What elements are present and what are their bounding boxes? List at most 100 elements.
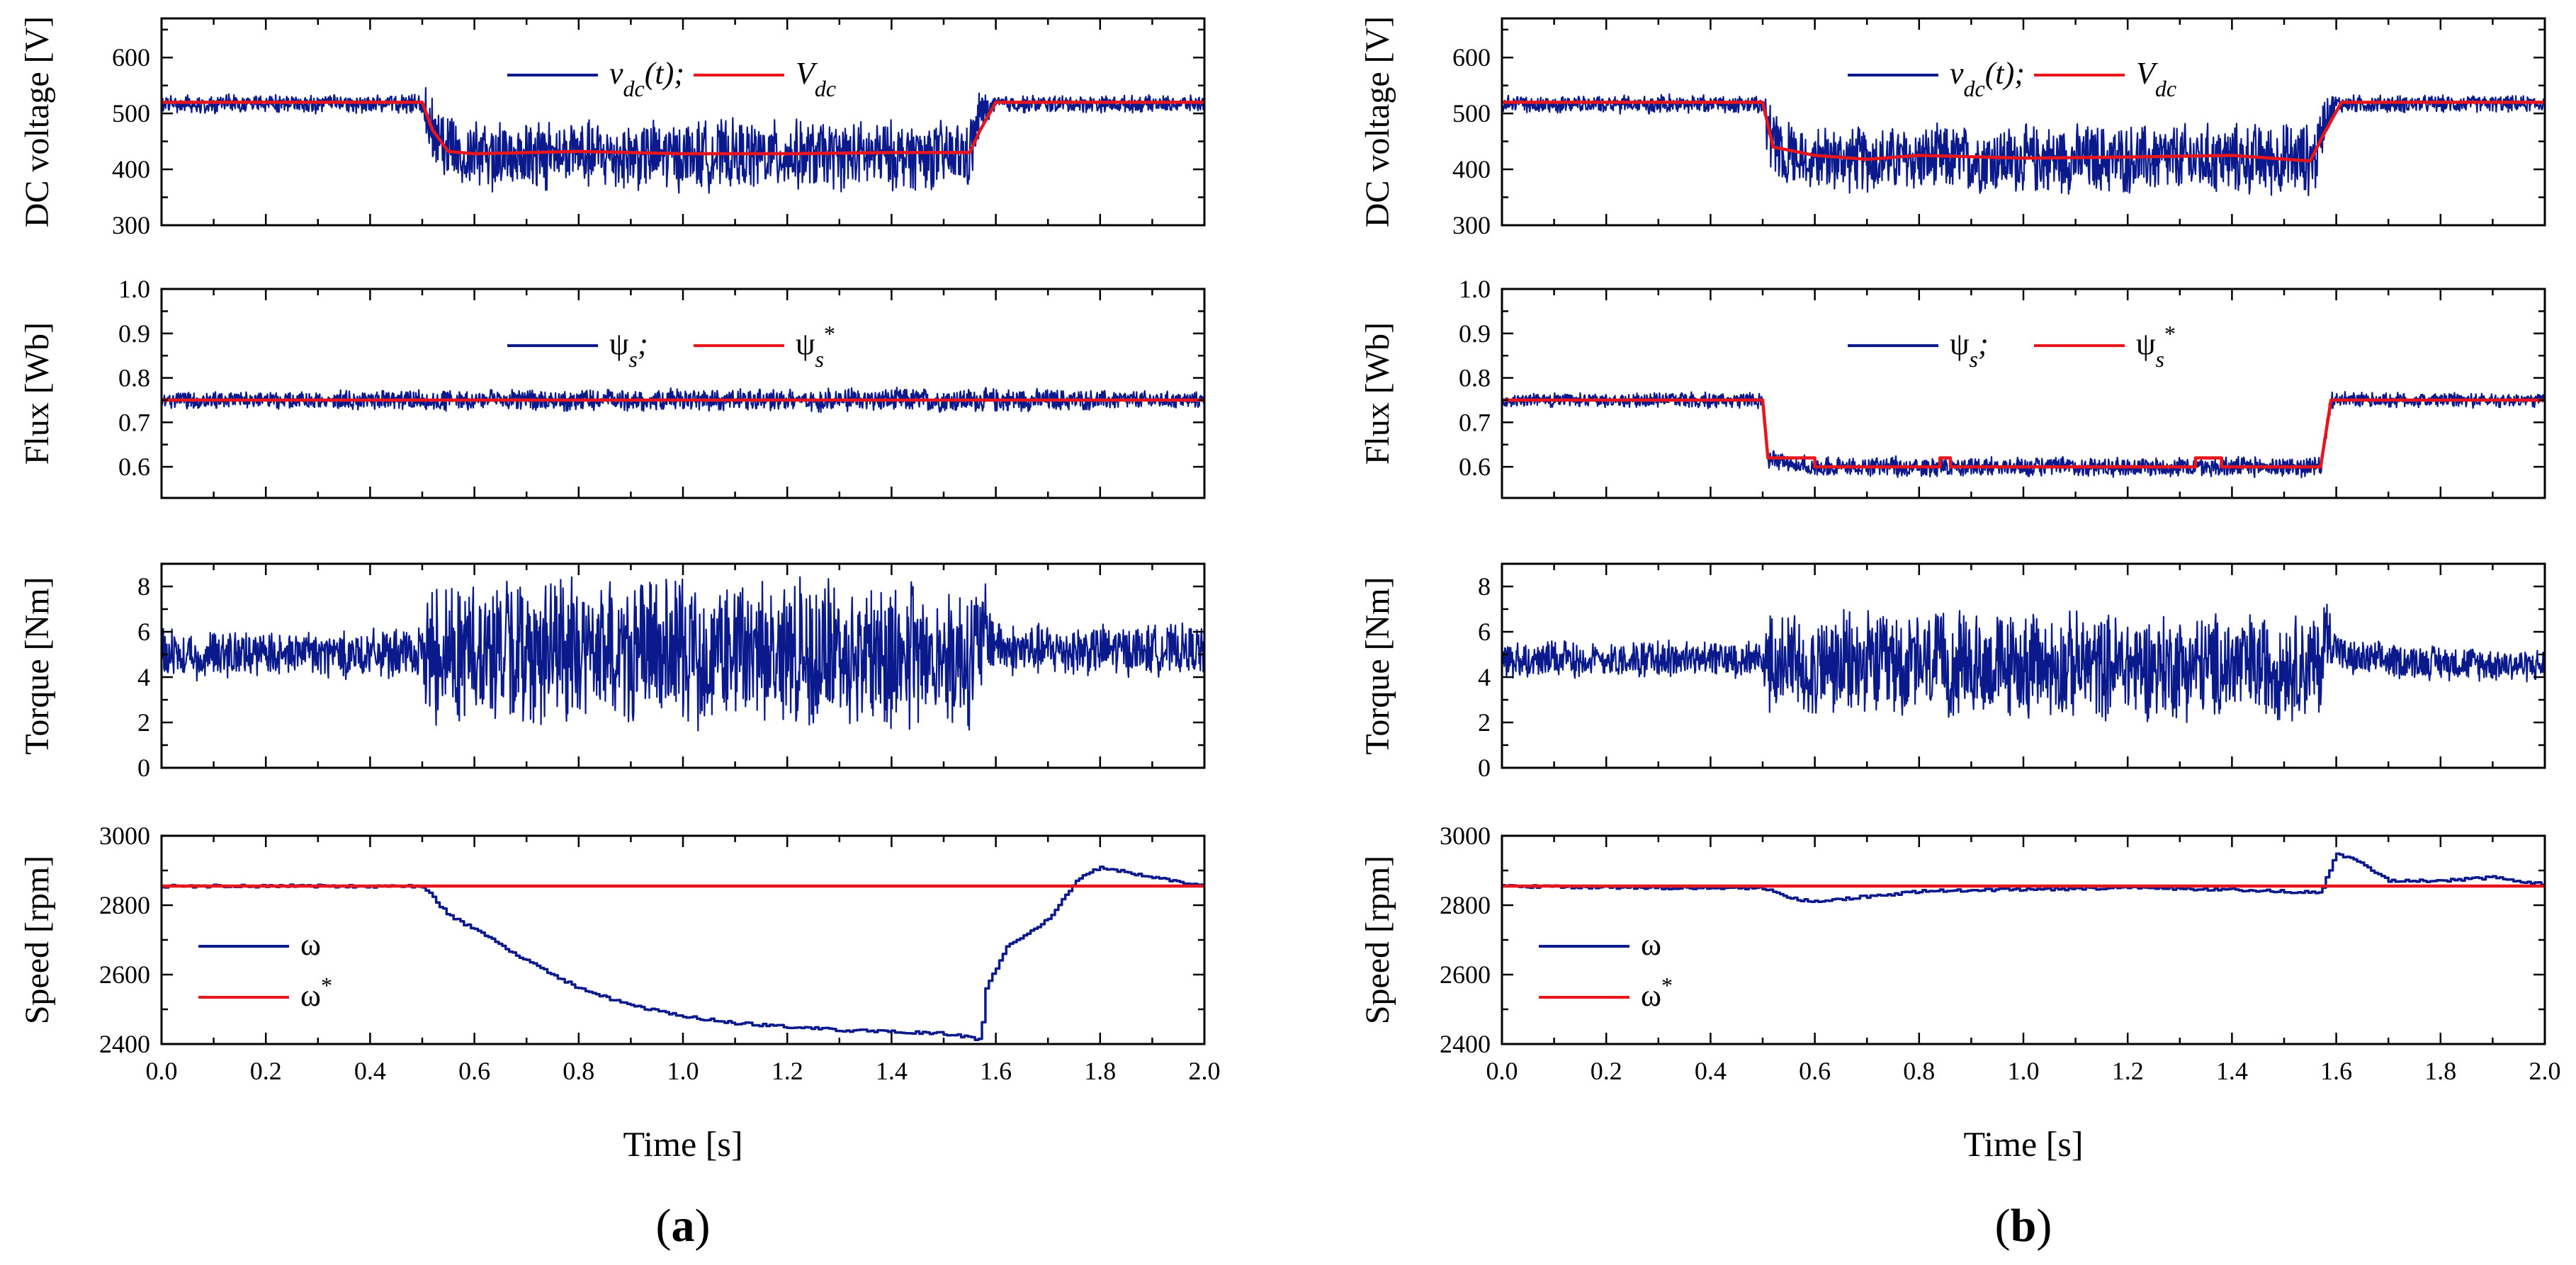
y-tick-label: 3000: [1440, 822, 1491, 850]
y-tick-label: 2400: [99, 1030, 150, 1058]
x-tick-label: 1.4: [2216, 1057, 2248, 1085]
y-tick-label: 600: [1452, 43, 1491, 72]
y-axis-label: Torque [Nm]: [1359, 577, 1396, 754]
legend: ωω*: [198, 927, 332, 1013]
y-tick-label: 0.8: [118, 364, 150, 392]
x-tick-label: 1.0: [2008, 1057, 2040, 1085]
y-tick-label: 500: [112, 99, 150, 127]
y-axis-label: DC voltage [V]: [1359, 16, 1396, 228]
y-tick-label: 2800: [1440, 891, 1491, 919]
y-tick-label: 6: [137, 618, 150, 646]
axis-frame: [160, 17, 1206, 227]
legend-text: ω: [300, 927, 321, 962]
x-tick-label: 0.0: [1486, 1057, 1518, 1085]
legend-text: V: [2136, 56, 2159, 91]
series-reference-line: [1502, 101, 2545, 163]
x-tick-label: 0.6: [458, 1057, 490, 1085]
x-tick-label: 2.0: [2529, 1057, 2561, 1085]
y-tick-label: 0.6: [1459, 453, 1491, 481]
y-tick-label: 1.0: [1459, 275, 1491, 303]
series-measured-line: [1502, 391, 2545, 479]
x-tick-label: 0.4: [1695, 1057, 1727, 1085]
legend-tail: (t);: [645, 56, 684, 91]
series-measured-line: [1502, 603, 2545, 723]
legend-subscript: dc: [2155, 76, 2176, 101]
chart-b-torque: 0 2 4 6 8 Torque [Nm]: [1359, 562, 2546, 782]
y-tick-label: 0.7: [118, 408, 150, 436]
y-tick-label: 2: [1478, 708, 1491, 737]
y-tick-label: 300: [1452, 211, 1491, 239]
legend-subscript: s: [629, 346, 638, 372]
legend-subscript: s: [2156, 346, 2164, 372]
series-measured-line: [1502, 852, 2545, 904]
legend: vdc(t); Vdc: [1848, 56, 2176, 101]
y-tick-label: 3000: [99, 822, 150, 850]
legend-text: V: [796, 56, 818, 91]
plot-area: [1502, 93, 2545, 196]
y-axis-label: Flux [Wb]: [1359, 322, 1396, 465]
legend-text: ω: [1641, 927, 1661, 962]
legend-label-measured: ω: [1641, 927, 1661, 962]
panel-label-open: (: [1995, 1200, 2011, 1252]
legend-text: ω: [1641, 978, 1661, 1013]
x-tick-label: 1.8: [1084, 1057, 1116, 1085]
series-reference-line: [1502, 398, 2545, 469]
legend-label-measured: ω: [300, 927, 321, 962]
y-axis-label: DC voltage [V]: [18, 16, 56, 228]
y-tick-label: 8: [1478, 572, 1491, 601]
x-tick-label: 1.6: [980, 1057, 1012, 1085]
x-tick-label: 0.8: [563, 1057, 594, 1085]
y-tick-label: 2: [137, 708, 150, 737]
x-tick-label: 0.6: [1799, 1057, 1831, 1085]
y-tick-label: 2600: [99, 960, 150, 989]
x-tick-label: 1.0: [667, 1057, 699, 1085]
legend: ωω*: [1539, 927, 1673, 1013]
x-tick-label: 0.2: [1591, 1057, 1622, 1085]
x-axis-label: Time [s]: [623, 1124, 742, 1164]
y-tick-label: 4: [137, 663, 150, 691]
plot-area: [1502, 603, 2545, 723]
legend: ψs; ψs*: [507, 321, 835, 372]
y-axis-label: Speed [rpm]: [1359, 856, 1396, 1025]
legend-text: ψ: [796, 327, 815, 361]
legend-subscript: dc: [815, 76, 836, 101]
y-tick-label: 4: [1478, 663, 1491, 691]
plot-area: [162, 576, 1204, 732]
legend-subscript: s: [1970, 346, 1978, 372]
legend: vdc(t); Vdc: [507, 56, 836, 101]
legend-tail: (t);: [1985, 56, 2025, 91]
legend-superscript: *: [321, 972, 332, 998]
y-tick-label: 8: [137, 572, 150, 601]
series-reference-line: [162, 101, 1204, 156]
legend: ψs; ψs*: [1848, 321, 2176, 372]
legend-superscript: *: [2164, 321, 2176, 346]
y-tick-label: 0.8: [1459, 364, 1491, 392]
legend-text: ψ: [609, 327, 629, 361]
x-tick-label: 1.4: [876, 1057, 908, 1085]
y-tick-label: 0.9: [118, 319, 150, 348]
legend-text: v: [1950, 56, 1964, 91]
x-tick-label: 1.2: [2112, 1057, 2144, 1085]
legend-label-measured: ψs;: [609, 327, 648, 372]
y-tick-label: 0: [137, 754, 150, 782]
plot-area: [1502, 852, 2545, 904]
y-tick-label: 600: [112, 43, 150, 72]
legend-text: ψ: [2136, 327, 2156, 361]
legend-subscript: dc: [1964, 76, 1985, 101]
y-tick-label: 2800: [99, 891, 150, 919]
x-tick-label: 0.8: [1903, 1057, 1935, 1085]
legend-superscript: *: [824, 321, 835, 346]
x-tick-label: 0.0: [146, 1057, 178, 1085]
legend-tail: ;: [1978, 327, 1989, 361]
panel-label-b: (b): [1995, 1200, 2052, 1252]
panel-label-close: ): [2036, 1200, 2052, 1252]
y-axis-label: Speed [rpm]: [18, 856, 56, 1025]
series-measured-line: [162, 576, 1204, 732]
y-tick-label: 400: [1452, 155, 1491, 183]
panel-label-close: ): [695, 1200, 711, 1252]
legend-text: v: [609, 56, 623, 91]
legend-superscript: *: [1661, 972, 1673, 998]
plot-area: [1502, 391, 2545, 479]
